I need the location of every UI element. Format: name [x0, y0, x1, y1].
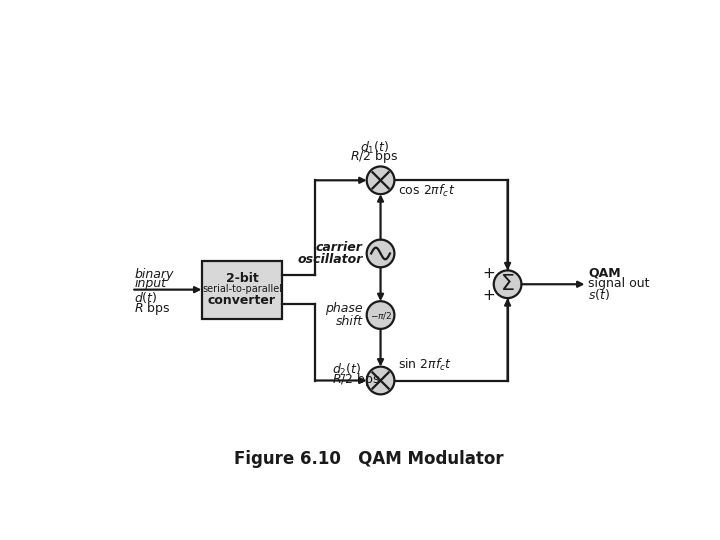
Text: $R/2$ bps: $R/2$ bps [332, 371, 380, 388]
Text: input: input [134, 277, 166, 290]
Text: Figure 6.10   QAM Modulator: Figure 6.10 QAM Modulator [234, 450, 504, 468]
Text: $R$ bps: $R$ bps [134, 300, 171, 316]
Text: phase: phase [325, 302, 363, 315]
Text: $s(t)$: $s(t)$ [588, 287, 611, 302]
Text: binary: binary [134, 268, 174, 281]
Text: +: + [482, 287, 495, 302]
Text: $\Sigma$: $\Sigma$ [500, 274, 515, 294]
Text: $R/2$ bps: $R/2$ bps [351, 148, 398, 165]
Text: $-\pi/2$: $-\pi/2$ [370, 309, 392, 321]
Text: oscillator: oscillator [297, 253, 363, 266]
Text: sin $2\pi f_c t$: sin $2\pi f_c t$ [398, 357, 452, 373]
Circle shape [494, 271, 521, 298]
Circle shape [366, 240, 395, 267]
Text: $d_1(t)$: $d_1(t)$ [360, 139, 389, 156]
Circle shape [366, 301, 395, 329]
Text: serial-to-parallel: serial-to-parallel [202, 284, 282, 294]
Text: signal out: signal out [588, 277, 650, 290]
Text: converter: converter [208, 294, 276, 307]
Text: cos $2\pi f_c t$: cos $2\pi f_c t$ [398, 183, 456, 199]
Circle shape [366, 367, 395, 394]
Text: $d(t)$: $d(t)$ [134, 290, 158, 305]
FancyBboxPatch shape [202, 261, 282, 319]
Text: +: + [482, 266, 495, 281]
Circle shape [366, 166, 395, 194]
Text: QAM: QAM [588, 267, 621, 280]
Text: carrier: carrier [316, 241, 363, 254]
Text: 2-bit: 2-bit [225, 272, 258, 285]
Text: $d_2(t)$: $d_2(t)$ [332, 362, 361, 378]
Text: shift: shift [336, 315, 363, 328]
